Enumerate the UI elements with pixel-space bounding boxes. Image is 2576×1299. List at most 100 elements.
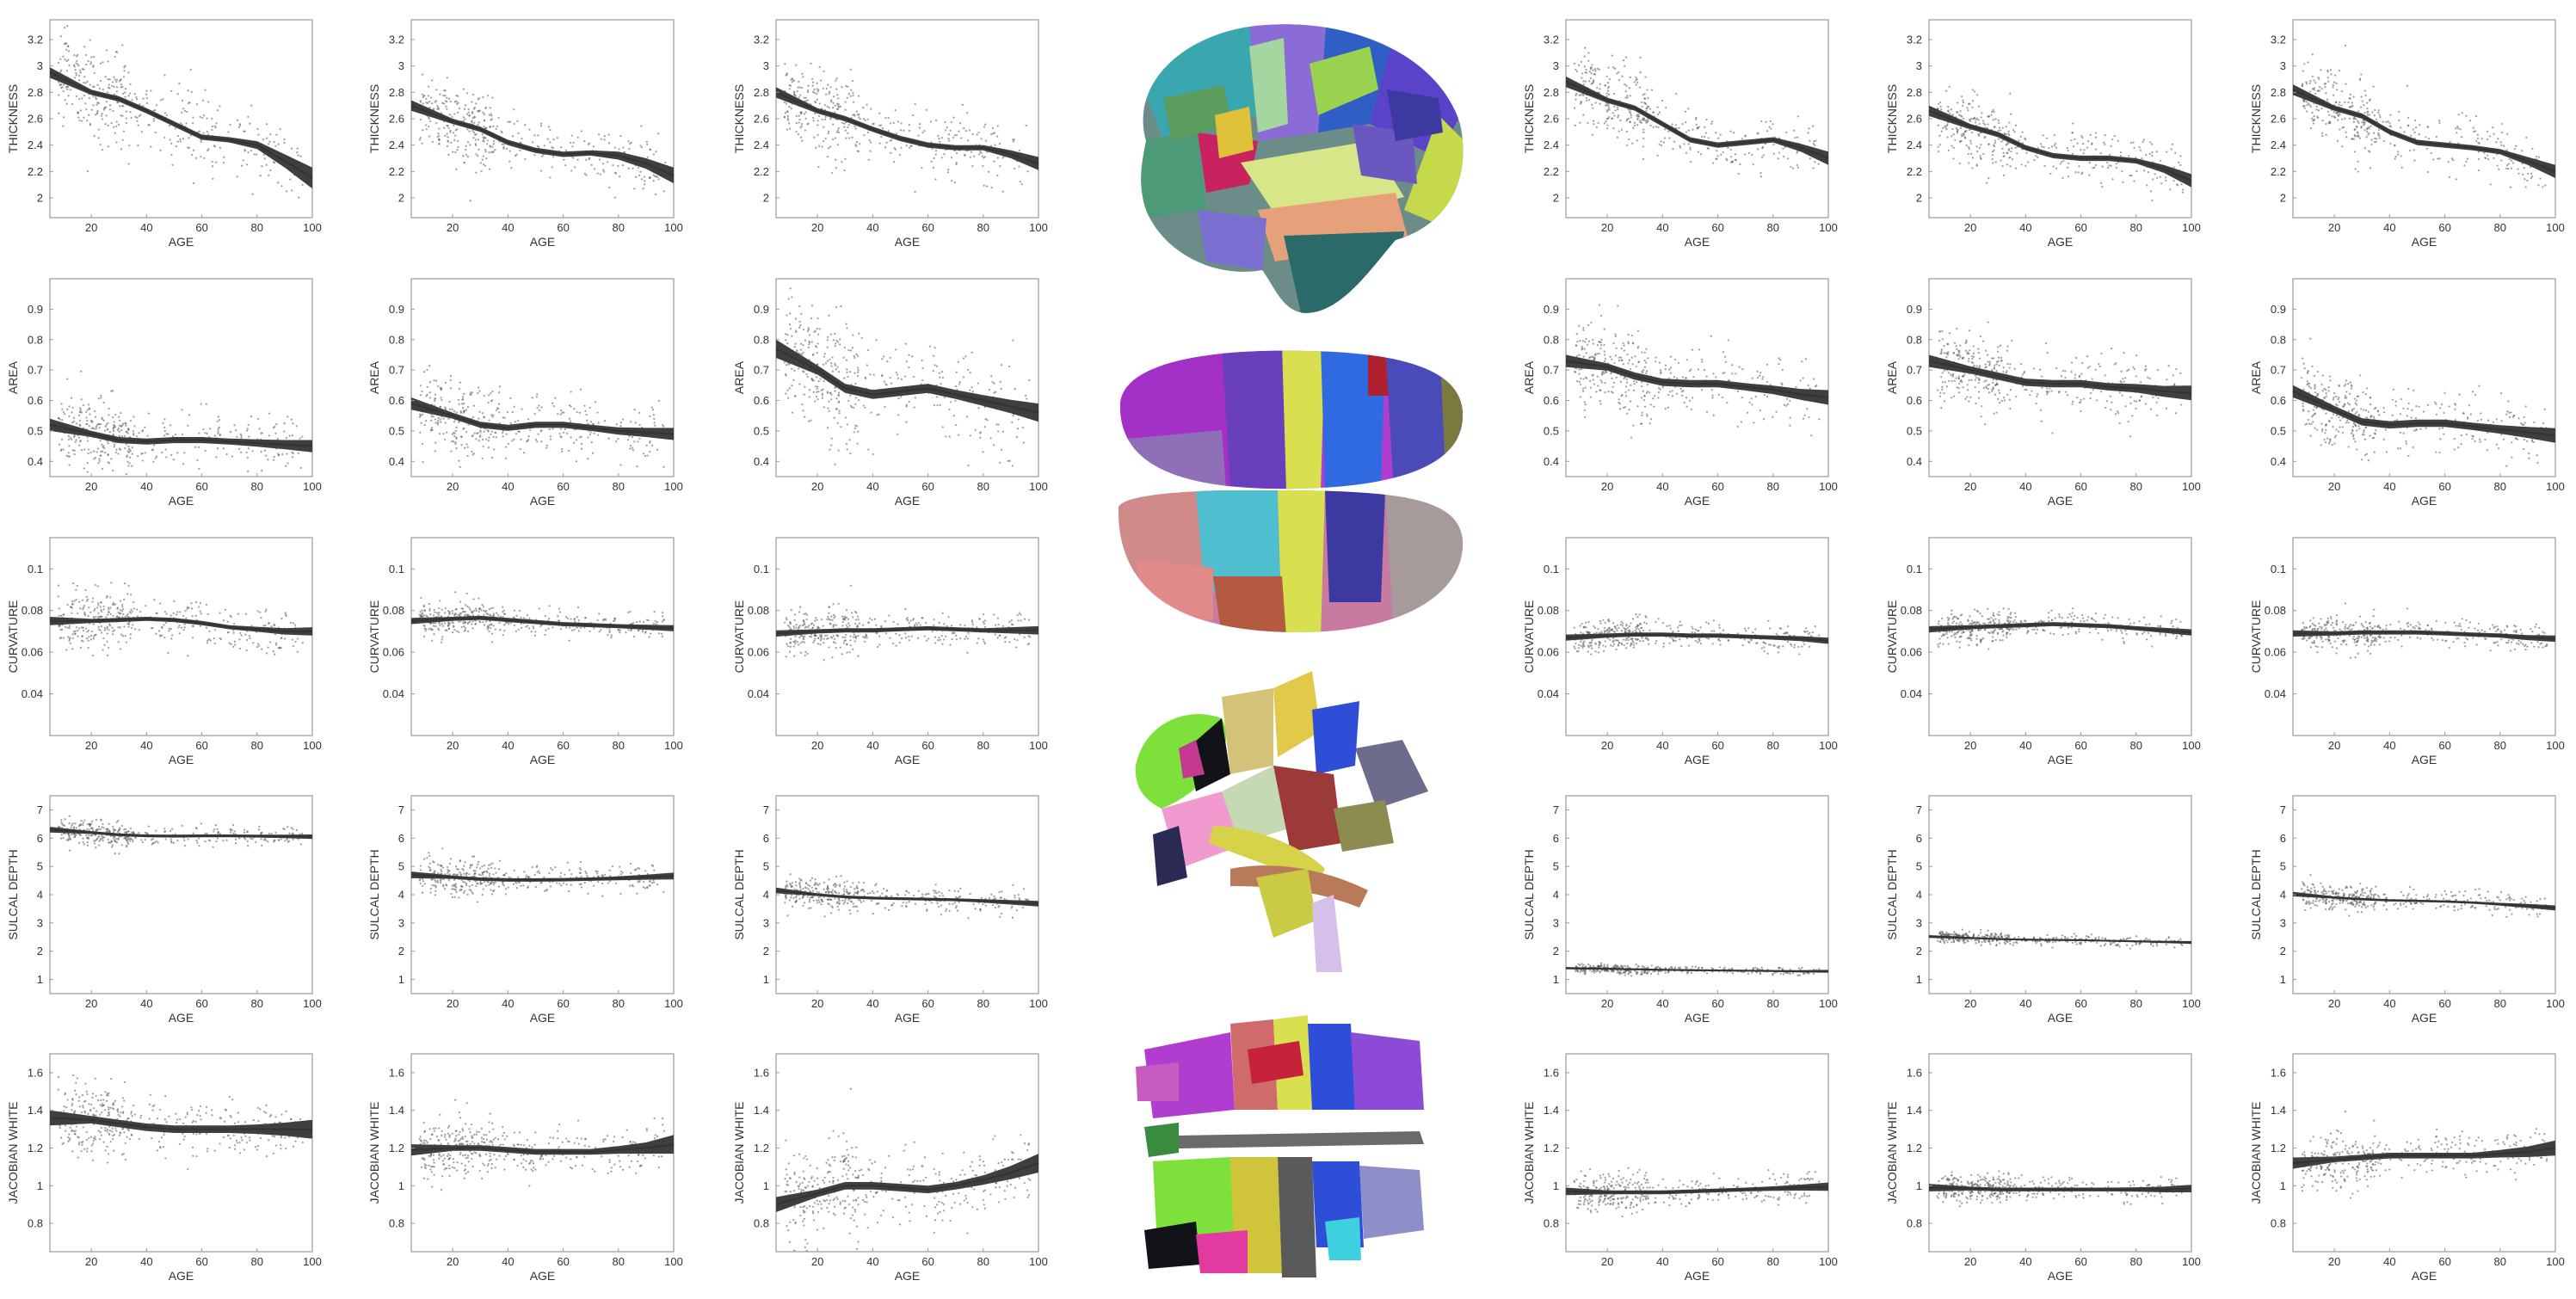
- data-point: [134, 116, 136, 118]
- y-tick-label: 0.6: [28, 394, 43, 407]
- data-point: [956, 162, 958, 163]
- data-point: [999, 462, 1001, 464]
- data-point: [2015, 125, 2017, 126]
- data-point: [816, 376, 817, 378]
- data-point: [1987, 116, 1989, 118]
- y-tick-label: 0.7: [754, 364, 769, 377]
- data-point: [1972, 118, 1974, 120]
- data-point: [837, 108, 839, 110]
- data-point: [2398, 111, 2400, 113]
- data-point: [1968, 353, 1969, 354]
- data-point: [268, 412, 270, 414]
- data-point: [1672, 148, 1673, 150]
- data-point: [1026, 397, 1027, 399]
- data-point: [2180, 403, 2182, 405]
- data-point: [287, 416, 288, 417]
- data-point: [478, 390, 480, 391]
- data-point: [116, 86, 118, 88]
- data-point: [1632, 363, 1634, 365]
- data-point: [1803, 377, 1804, 379]
- data-point: [2041, 145, 2043, 147]
- data-point: [1589, 356, 1591, 358]
- data-point: [867, 132, 869, 133]
- data-point: [851, 406, 853, 408]
- data-point: [843, 377, 845, 379]
- data-point: [820, 378, 822, 379]
- plot-frame: [2293, 20, 2555, 218]
- data-point: [489, 168, 490, 169]
- x-tick-label: 40: [866, 480, 878, 493]
- data-point: [215, 161, 217, 163]
- data-point: [2156, 415, 2158, 416]
- data-point: [83, 46, 85, 47]
- data-point: [273, 459, 274, 461]
- data-point: [2508, 163, 2510, 164]
- trend-confidence-band: [411, 397, 674, 440]
- data-point: [828, 132, 829, 134]
- data-point: [507, 411, 508, 413]
- data-point: [796, 115, 798, 117]
- data-point: [972, 391, 974, 392]
- data-point: [1584, 409, 1586, 411]
- data-point: [2507, 168, 2509, 169]
- data-point: [2478, 151, 2480, 153]
- data-point: [640, 125, 642, 126]
- data-point: [804, 113, 805, 114]
- data-point: [71, 397, 72, 399]
- data-point: [1976, 145, 1978, 147]
- data-point: [594, 168, 595, 169]
- data-point: [2335, 83, 2337, 84]
- data-point: [2374, 114, 2376, 116]
- data-point: [73, 421, 75, 422]
- data-point: [1975, 403, 1976, 404]
- data-point: [2006, 394, 2008, 396]
- data-point: [900, 122, 902, 124]
- data-point: [1016, 436, 1018, 438]
- data-point: [982, 451, 983, 452]
- data-point: [954, 400, 956, 402]
- data-point: [65, 455, 67, 457]
- data-point: [2060, 163, 2061, 164]
- data-point: [986, 185, 988, 187]
- data-point: [1958, 350, 1960, 352]
- data-point: [979, 432, 981, 434]
- data-point: [2143, 139, 2145, 140]
- data-point: [2308, 104, 2310, 106]
- data-point: [564, 164, 566, 166]
- data-point: [1706, 411, 1708, 413]
- data-point: [81, 449, 83, 451]
- data-point: [2515, 145, 2517, 147]
- data-point: [2505, 465, 2507, 467]
- data-point: [2006, 152, 2008, 154]
- data-point: [2366, 108, 2368, 109]
- data-point: [1661, 100, 1663, 102]
- data-point: [465, 104, 466, 106]
- data-point: [897, 414, 899, 416]
- data-point: [612, 164, 613, 166]
- data-point: [845, 85, 847, 87]
- data-point: [2106, 162, 2108, 163]
- x-tick-label: 20: [447, 221, 459, 234]
- data-point: [2012, 129, 2014, 131]
- data-point: [1582, 378, 1584, 379]
- data-point: [1634, 122, 1636, 124]
- data-point: [2143, 169, 2145, 171]
- data-point: [2096, 399, 2098, 401]
- data-point: [61, 408, 63, 409]
- data-point: [948, 139, 950, 141]
- data-point: [1592, 107, 1593, 108]
- data-point: [815, 102, 817, 103]
- data-point: [485, 127, 487, 129]
- data-point: [440, 406, 441, 408]
- data-point: [1948, 150, 1950, 151]
- data-point: [798, 327, 800, 329]
- data-point: [951, 157, 952, 158]
- data-point: [106, 49, 108, 51]
- data-point: [786, 334, 788, 336]
- data-point: [67, 95, 69, 96]
- data-point: [484, 107, 486, 108]
- data-point: [458, 460, 459, 462]
- data-point: [2438, 120, 2440, 121]
- data-point: [2090, 134, 2092, 136]
